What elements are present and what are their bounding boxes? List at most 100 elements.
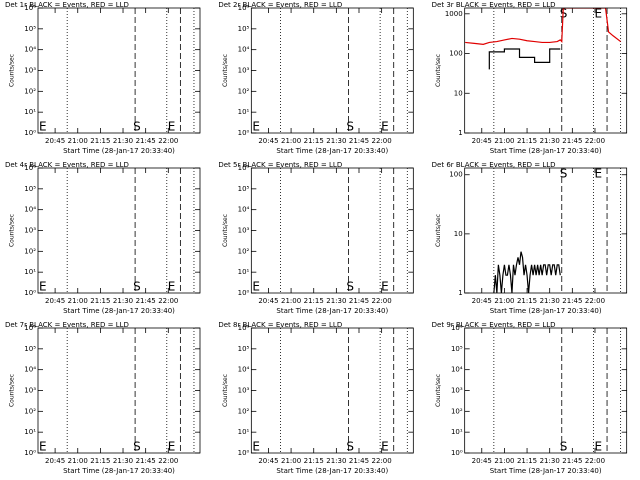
annotation: S <box>346 280 354 294</box>
x-axis-label: Start Time (28-Jan-17 20:33:40) <box>276 147 388 155</box>
x-tick-label: 21:30 <box>540 137 560 145</box>
annotation: E <box>39 120 47 134</box>
x-tick-label: 21:00 <box>68 457 88 465</box>
y-tick-label: 10⁴ <box>238 206 250 214</box>
x-tick-label: 21:45 <box>562 137 582 145</box>
x-tick-label: 21:45 <box>562 457 582 465</box>
x-tick-label: 21:45 <box>349 297 369 305</box>
plot-frame <box>250 327 414 454</box>
x-axis-label: Start Time (28-Jan-17 20:33:40) <box>276 467 388 475</box>
plot-frame <box>250 7 414 134</box>
x-tick-label: 20:45 <box>258 137 278 145</box>
y-tick-label: 10⁰ <box>24 289 36 297</box>
x-tick-label: 21:45 <box>562 297 582 305</box>
x-tick-label: 21:15 <box>304 137 324 145</box>
y-axis-label: Counts/sec <box>222 214 229 247</box>
y-tick-label: 10¹ <box>238 268 250 276</box>
plot-frame <box>464 7 628 134</box>
y-tick-label: 10² <box>238 247 250 255</box>
y-tick-label: 10³ <box>238 67 250 75</box>
chart-title: Det 1r BLACK = Events, RED = LLD <box>5 1 129 9</box>
y-tick-label: 10⁶ <box>238 4 250 12</box>
y-tick-label: 10⁶ <box>238 324 250 332</box>
x-tick-label: 20:45 <box>258 297 278 305</box>
x-tick-label: 21:30 <box>113 297 133 305</box>
x-tick-label: 21:15 <box>517 457 537 465</box>
x-tick-label: 21:30 <box>540 457 560 465</box>
x-tick-label: 21:30 <box>540 297 560 305</box>
annotation: E <box>168 120 176 134</box>
y-tick-label: 10¹ <box>238 108 250 116</box>
x-tick-label: 21:00 <box>494 297 514 305</box>
annotation: E <box>252 440 260 454</box>
series-line <box>493 251 561 293</box>
y-tick-label: 100 <box>449 171 462 179</box>
y-axis-label: Counts/sec <box>9 54 16 87</box>
x-axis-label: Start Time (28-Jan-17 20:33:40) <box>63 467 175 475</box>
annotation: E <box>594 167 602 181</box>
y-tick-label: 10⁵ <box>24 25 36 33</box>
y-tick-label: 10⁴ <box>238 46 250 54</box>
chart-title: Det 7r BLACK = Events, RED = LLD <box>5 321 129 329</box>
annotation: E <box>381 120 389 134</box>
x-tick-label: 22:00 <box>372 297 392 305</box>
y-tick-label: 10⁵ <box>451 345 463 353</box>
x-axis-label: Start Time (28-Jan-17 20:33:40) <box>276 307 388 315</box>
panel: Det 9r BLACK = Events, RED = LLD Counts/s… <box>432 321 628 475</box>
annotation: S <box>560 440 568 454</box>
y-tick-label: 10² <box>24 87 36 95</box>
y-tick-label: 10⁰ <box>24 129 36 137</box>
x-tick-label: 22:00 <box>585 457 605 465</box>
y-tick-label: 10⁰ <box>238 449 250 457</box>
annotation: S <box>133 440 141 454</box>
x-axis-label: Start Time (28-Jan-17 20:33:40) <box>490 147 602 155</box>
y-tick-label: 10⁶ <box>24 4 36 12</box>
panel: Det 8r BLACK = Events, RED = LLD Counts/s… <box>218 321 414 475</box>
y-axis-label: Counts/sec <box>9 214 16 247</box>
annotation: S <box>346 440 354 454</box>
panel: Det 6r BLACK = Events, RED = LLD Counts/s… <box>432 161 628 315</box>
y-tick-label: 10⁶ <box>24 164 36 172</box>
panel: Det 2r BLACK = Events, RED = LLD Counts/s… <box>218 1 414 155</box>
x-tick-label: 21:15 <box>90 297 110 305</box>
y-tick-label: 10⁵ <box>238 345 250 353</box>
chart-title: Det 3r BLACK = Events, RED = LLD <box>432 1 556 9</box>
y-tick-label: 10¹ <box>451 428 463 436</box>
annotation: E <box>594 7 602 21</box>
y-tick-label: 10 <box>454 89 463 97</box>
y-tick-label: 1 <box>458 289 462 297</box>
y-tick-label: 10³ <box>238 227 250 235</box>
annotation: S <box>133 280 141 294</box>
y-axis-label: Counts/sec <box>435 374 442 407</box>
y-tick-label: 10⁶ <box>24 324 36 332</box>
x-tick-label: 21:00 <box>281 297 301 305</box>
x-axis-label: Start Time (28-Jan-17 20:33:40) <box>490 467 602 475</box>
x-tick-label: 20:45 <box>45 137 65 145</box>
x-tick-label: 21:00 <box>281 457 301 465</box>
y-tick-label: 10² <box>451 407 463 415</box>
y-tick-label: 10⁵ <box>24 185 36 193</box>
x-tick-label: 21:30 <box>113 457 133 465</box>
panel: Det 5r BLACK = Events, RED = LLD Counts/s… <box>218 161 414 315</box>
y-tick-label: 10³ <box>24 387 36 395</box>
x-tick-label: 21:30 <box>326 457 346 465</box>
y-tick-label: 1000 <box>445 10 463 18</box>
annotation: E <box>381 280 389 294</box>
y-tick-label: 10⁰ <box>238 289 250 297</box>
x-tick-label: 21:00 <box>68 297 88 305</box>
y-tick-label: 10³ <box>238 387 250 395</box>
y-axis-label: Counts/sec <box>222 54 229 87</box>
annotation: E <box>39 440 47 454</box>
annotation: E <box>381 440 389 454</box>
y-tick-label: 10⁴ <box>24 46 36 54</box>
x-tick-label: 20:45 <box>258 457 278 465</box>
x-tick-label: 21:15 <box>90 457 110 465</box>
x-tick-label: 22:00 <box>585 137 605 145</box>
y-tick-label: 10⁴ <box>238 366 250 374</box>
y-tick-label: 10⁵ <box>238 185 250 193</box>
plot-frame <box>37 167 201 294</box>
x-tick-label: 21:00 <box>68 137 88 145</box>
x-tick-label: 21:15 <box>304 457 324 465</box>
x-tick-label: 21:45 <box>349 137 369 145</box>
